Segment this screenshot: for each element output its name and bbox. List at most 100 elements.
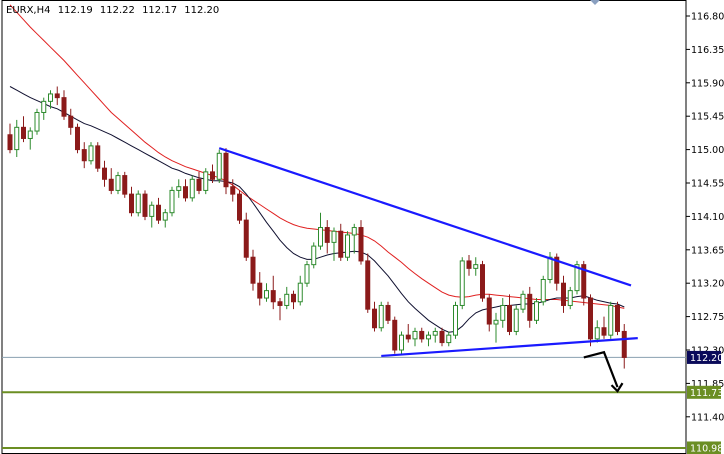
candle-body xyxy=(135,193,141,214)
y-tick-label: 116.80 xyxy=(691,12,724,23)
candle-body xyxy=(264,290,269,299)
candle-body xyxy=(270,290,276,303)
candle-body xyxy=(446,334,452,344)
y-tick-label: 114.10 xyxy=(691,212,724,223)
candle-body xyxy=(473,264,479,269)
current-price-tag xyxy=(687,350,721,364)
candle-body xyxy=(115,175,121,191)
candle-body xyxy=(520,293,526,310)
candle-body xyxy=(615,304,620,332)
y-tick-label: 112.75 xyxy=(691,312,724,323)
candle-body xyxy=(189,178,195,199)
candle-body xyxy=(621,330,627,358)
candle-body xyxy=(277,301,283,306)
candle-body xyxy=(378,304,384,329)
symbol-label: EURX,H4 xyxy=(6,5,51,16)
candle-body xyxy=(95,145,101,169)
candle-body xyxy=(41,100,47,113)
plot-frame xyxy=(1,0,687,454)
candle-body xyxy=(142,193,148,217)
ma-slow-line xyxy=(9,4,625,309)
candle-body xyxy=(122,175,128,195)
candle-body xyxy=(351,227,357,236)
candle-body xyxy=(453,304,458,336)
candle-body xyxy=(486,297,492,325)
candle-body xyxy=(7,134,13,151)
candle-body xyxy=(169,189,175,214)
candle-body xyxy=(574,264,580,292)
candle-body xyxy=(68,115,74,128)
candle-body xyxy=(500,304,506,321)
candle-body xyxy=(507,304,512,332)
candle-body xyxy=(561,282,566,306)
candle-body xyxy=(176,186,182,191)
candle-body xyxy=(250,256,256,284)
candle-body xyxy=(149,204,155,217)
candle-body xyxy=(588,297,593,340)
support-price-tag xyxy=(687,385,721,399)
candle-body xyxy=(513,308,519,332)
candle-body xyxy=(426,334,431,340)
candle-body xyxy=(540,278,546,303)
candle-body xyxy=(81,149,87,162)
close-value: 112.20 xyxy=(184,5,220,16)
candle-body xyxy=(419,330,425,340)
candle-body xyxy=(608,304,614,336)
candle-body xyxy=(466,260,472,269)
y-tick-label: 115.90 xyxy=(691,78,724,89)
candle-body xyxy=(284,293,290,306)
candle-body xyxy=(61,97,67,117)
candle-body xyxy=(365,260,371,310)
candle-body xyxy=(196,178,202,191)
y-tick-label: 116.35 xyxy=(691,45,724,56)
y-tick-label: 113.20 xyxy=(691,279,724,290)
candle-body xyxy=(318,227,323,247)
trendline-upper xyxy=(218,147,632,287)
candle-body xyxy=(432,330,438,336)
candle-body xyxy=(358,227,364,262)
candle-body xyxy=(162,212,168,221)
arrow-head xyxy=(610,382,624,393)
candle-body xyxy=(534,301,539,321)
candle-body xyxy=(304,264,310,284)
candle-body xyxy=(594,327,600,340)
candle-body xyxy=(210,171,215,180)
candle-body xyxy=(459,260,465,306)
candle-body xyxy=(108,178,114,191)
y-tick-label: 115.00 xyxy=(691,145,724,156)
candle-body xyxy=(21,126,26,139)
candle-body xyxy=(129,193,134,214)
candle-body xyxy=(392,319,398,351)
trendline-lower xyxy=(381,337,638,358)
price-axis: 116.80 116.35 115.90 115.45 115.00 114.55 114.… xyxy=(686,12,724,454)
candle-body xyxy=(412,330,418,340)
candle-body xyxy=(581,264,587,299)
open-value: 112.19 xyxy=(57,5,93,16)
candle-body xyxy=(216,152,222,180)
candle-body xyxy=(399,334,404,351)
candle-body xyxy=(230,186,236,195)
low-value: 112.17 xyxy=(142,5,178,16)
candle-body xyxy=(345,234,350,258)
y-tick-label: 114.55 xyxy=(691,179,724,190)
candle-body xyxy=(493,319,499,325)
candle-body xyxy=(48,93,53,102)
candle-body xyxy=(324,227,330,243)
candle-body xyxy=(297,282,303,303)
candle-body xyxy=(480,264,485,299)
price-tag-label: 112.20 xyxy=(690,353,723,364)
forecast-arrow xyxy=(583,350,619,388)
candle-body xyxy=(223,152,229,188)
high-value: 112.22 xyxy=(99,5,135,16)
plot-area xyxy=(1,0,687,454)
candle-body xyxy=(237,193,242,221)
candle-body xyxy=(102,167,107,180)
candle-body xyxy=(527,293,533,321)
candle-body xyxy=(385,304,391,321)
candle-body xyxy=(331,230,337,243)
candle-body xyxy=(27,130,33,139)
candle-body xyxy=(554,256,560,284)
candle-body xyxy=(88,145,94,162)
candle-body xyxy=(257,282,263,299)
